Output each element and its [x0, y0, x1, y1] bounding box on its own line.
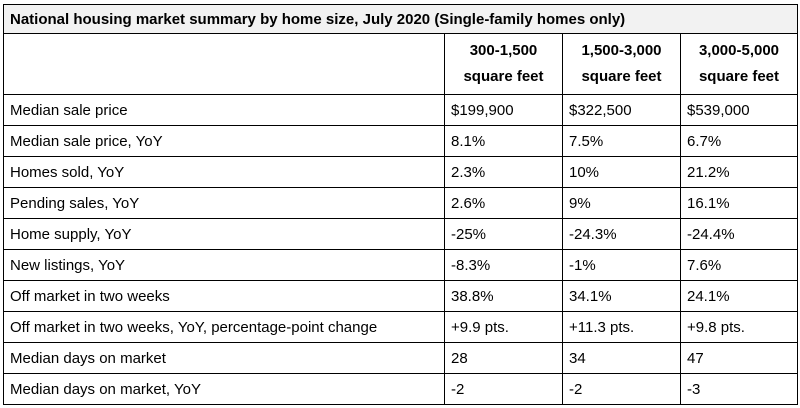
- cell-value: +11.3 pts.: [562, 311, 681, 343]
- column-header-line2: square feet: [463, 68, 544, 85]
- cell-value: -8.3%: [444, 249, 563, 281]
- cell-value: 34: [562, 342, 681, 374]
- table-row: Off market in two weeks 38.8% 34.1% 24.1…: [3, 280, 798, 312]
- table-row: Median sale price, YoY 8.1% 7.5% 6.7%: [3, 125, 798, 157]
- cell-value: 2.3%: [444, 156, 563, 188]
- column-header-line2: square feet: [581, 68, 662, 85]
- row-label: New listings, YoY: [3, 249, 445, 281]
- row-label: Home supply, YoY: [3, 218, 445, 250]
- table-row: Pending sales, YoY 2.6% 9% 16.1%: [3, 187, 798, 219]
- cell-value: 38.8%: [444, 280, 563, 312]
- row-label: Median sale price, YoY: [3, 125, 445, 157]
- column-header-line1: 300-1,500: [469, 42, 538, 59]
- table-row: Median days on market, YoY -2 -2 -3: [3, 373, 798, 405]
- cell-value: 10%: [562, 156, 681, 188]
- cell-value: $199,900: [444, 94, 563, 126]
- cell-value: -2: [444, 373, 563, 405]
- cell-value: -2: [562, 373, 681, 405]
- cell-value: 24.1%: [680, 280, 798, 312]
- row-label: Pending sales, YoY: [3, 187, 445, 219]
- cell-value: 47: [680, 342, 798, 374]
- column-header-line1: 3,000-5,000: [698, 42, 780, 59]
- table-title-row: National housing market summary by home …: [3, 4, 798, 34]
- cell-value: 2.6%: [444, 187, 563, 219]
- cell-value: 21.2%: [680, 156, 798, 188]
- cell-value: -25%: [444, 218, 563, 250]
- table-row: Median sale price $199,900 $322,500 $539…: [3, 94, 798, 126]
- housing-summary-table-container: National housing market summary by home …: [3, 4, 798, 405]
- cell-value: $539,000: [680, 94, 798, 126]
- cell-value: 28: [444, 342, 563, 374]
- column-header-3000-5000: 3,000-5,000 square feet: [680, 33, 798, 95]
- table-row: New listings, YoY -8.3% -1% 7.6%: [3, 249, 798, 281]
- header-empty-cell: [3, 33, 445, 95]
- table-title: National housing market summary by home …: [3, 4, 798, 34]
- column-header-line2: square feet: [698, 68, 780, 85]
- row-label: Homes sold, YoY: [3, 156, 445, 188]
- row-label: Off market in two weeks: [3, 280, 445, 312]
- table-row: Off market in two weeks, YoY, percentage…: [3, 311, 798, 343]
- cell-value: -3: [680, 373, 798, 405]
- cell-value: 6.7%: [680, 125, 798, 157]
- cell-value: 8.1%: [444, 125, 563, 157]
- cell-value: 16.1%: [680, 187, 798, 219]
- cell-value: -24.3%: [562, 218, 681, 250]
- row-label: Median days on market, YoY: [3, 373, 445, 405]
- cell-value: +9.9 pts.: [444, 311, 563, 343]
- column-header-line1: 1,500-3,000: [581, 42, 662, 59]
- cell-value: -1%: [562, 249, 681, 281]
- cell-value: 7.6%: [680, 249, 798, 281]
- row-label: Median days on market: [3, 342, 445, 374]
- table-header-row: 300-1,500 square feet 1,500-3,000 square…: [3, 33, 798, 95]
- table-row: Median days on market 28 34 47: [3, 342, 798, 374]
- cell-value: -24.4%: [680, 218, 798, 250]
- column-header-1500-3000: 1,500-3,000 square feet: [562, 33, 681, 95]
- row-label: Median sale price: [3, 94, 445, 126]
- cell-value: 34.1%: [562, 280, 681, 312]
- table-row: Homes sold, YoY 2.3% 10% 21.2%: [3, 156, 798, 188]
- row-label: Off market in two weeks, YoY, percentage…: [3, 311, 445, 343]
- housing-summary-table: National housing market summary by home …: [3, 4, 798, 405]
- cell-value: +9.8 pts.: [680, 311, 798, 343]
- column-header-300-1500: 300-1,500 square feet: [444, 33, 563, 95]
- cell-value: 7.5%: [562, 125, 681, 157]
- table-row: Home supply, YoY -25% -24.3% -24.4%: [3, 218, 798, 250]
- cell-value: $322,500: [562, 94, 681, 126]
- cell-value: 9%: [562, 187, 681, 219]
